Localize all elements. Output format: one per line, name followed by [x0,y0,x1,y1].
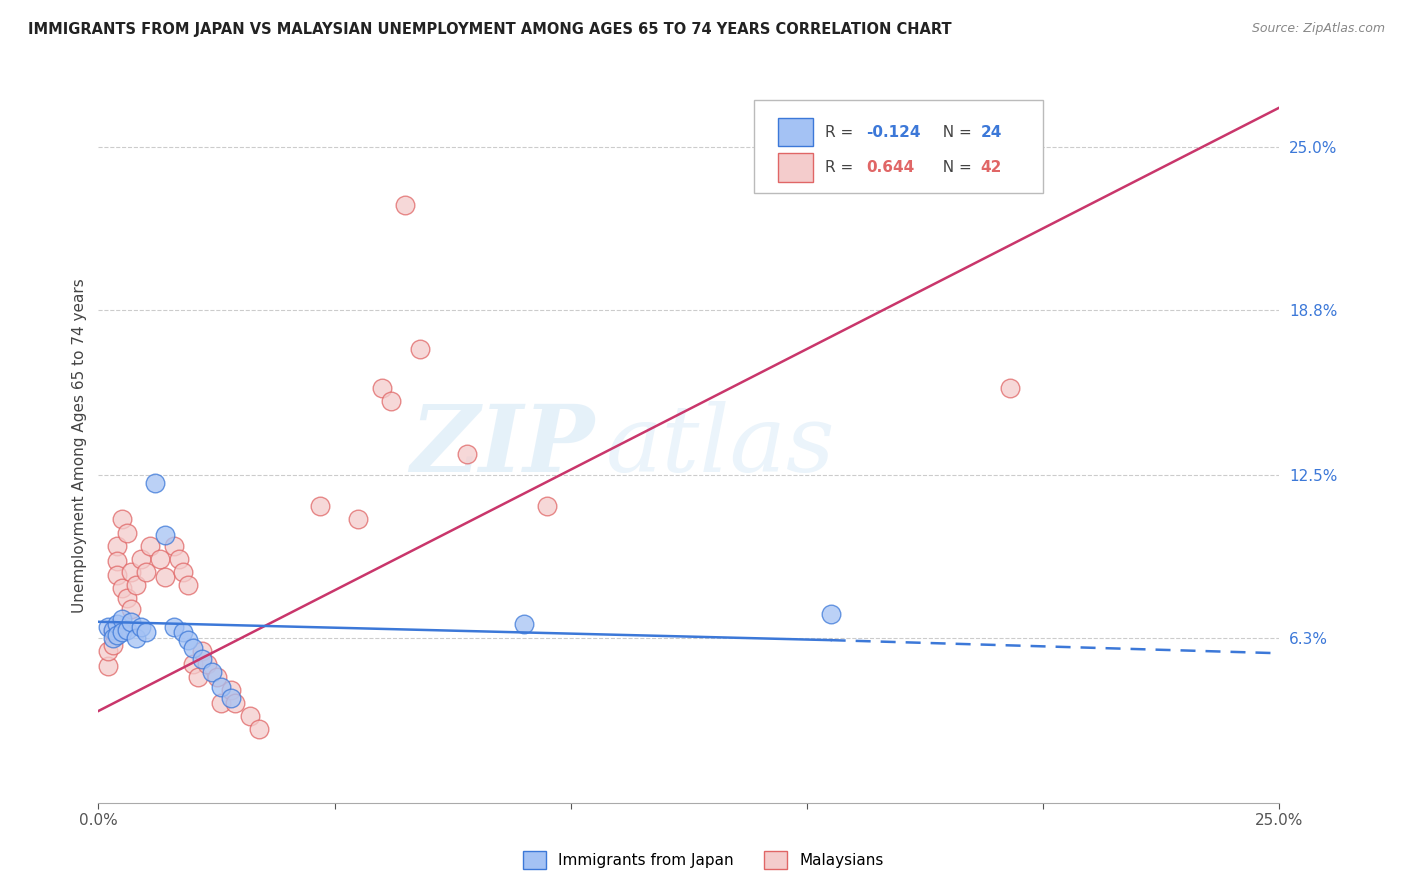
Point [219,683,242,698]
Point [115,591,138,606]
Point [219,690,242,705]
Point [111,625,134,640]
Text: IMMIGRANTS FROM JAPAN VS MALAYSIAN UNEMPLOYMENT AMONG AGES 65 TO 74 YEARS CORREL: IMMIGRANTS FROM JAPAN VS MALAYSIAN UNEMP… [28,22,952,37]
Point [181,657,204,671]
Text: R =: R = [825,125,858,139]
Point [408,342,430,356]
Point [456,447,478,461]
Text: Source: ZipAtlas.com: Source: ZipAtlas.com [1251,22,1385,36]
Point [115,623,138,637]
Point [209,681,232,695]
Text: 42: 42 [980,161,1002,175]
Point [181,640,204,655]
Point [177,578,200,592]
Text: N =: N = [934,125,977,139]
Point [149,551,172,566]
Point [380,394,402,409]
Point [111,612,134,626]
Text: 24: 24 [980,125,1002,139]
Point [224,696,246,710]
Text: -0.124: -0.124 [866,125,921,139]
Point [163,620,186,634]
Point [115,525,138,540]
Point [247,723,270,737]
Text: ZIP: ZIP [411,401,595,491]
Point [172,625,194,640]
Point [239,709,262,723]
Point [129,620,152,634]
Point [101,623,124,637]
FancyBboxPatch shape [778,118,813,146]
Point [820,607,842,621]
Point [512,617,534,632]
Point [191,643,214,657]
Point [187,670,209,684]
Point [97,659,120,673]
Point [105,567,128,582]
Point [163,539,186,553]
Point [172,565,194,579]
Text: R =: R = [825,161,858,175]
Point [101,639,124,653]
Point [143,475,166,490]
Point [97,643,120,657]
Point [129,551,152,566]
Y-axis label: Unemployment Among Ages 65 to 74 years: Unemployment Among Ages 65 to 74 years [72,278,87,614]
Point [167,551,190,566]
Point [309,500,332,514]
Point [105,628,128,642]
FancyBboxPatch shape [778,153,813,182]
Point [135,565,157,579]
Point [111,581,134,595]
FancyBboxPatch shape [754,100,1043,193]
Point [105,539,128,553]
Point [394,197,416,211]
Point [121,565,143,579]
Legend: Immigrants from Japan, Malaysians: Immigrants from Japan, Malaysians [516,845,890,875]
Point [201,665,224,679]
Point [191,651,214,665]
Point [121,601,143,615]
Point [125,578,148,592]
Point [121,615,143,629]
Point [205,670,228,684]
Point [101,625,124,640]
Point [536,500,558,514]
Point [195,657,218,671]
Point [97,620,120,634]
Point [105,617,128,632]
Point [153,570,176,584]
Point [998,381,1021,395]
Text: N =: N = [934,161,977,175]
Point [125,631,148,645]
Point [209,696,232,710]
Text: 0.644: 0.644 [866,161,914,175]
Point [177,633,200,648]
Point [347,512,370,526]
Point [105,554,128,568]
Point [135,625,157,640]
Point [153,528,176,542]
Text: atlas: atlas [606,401,835,491]
Point [111,512,134,526]
Point [371,381,394,395]
Point [101,631,124,645]
Point [139,539,162,553]
